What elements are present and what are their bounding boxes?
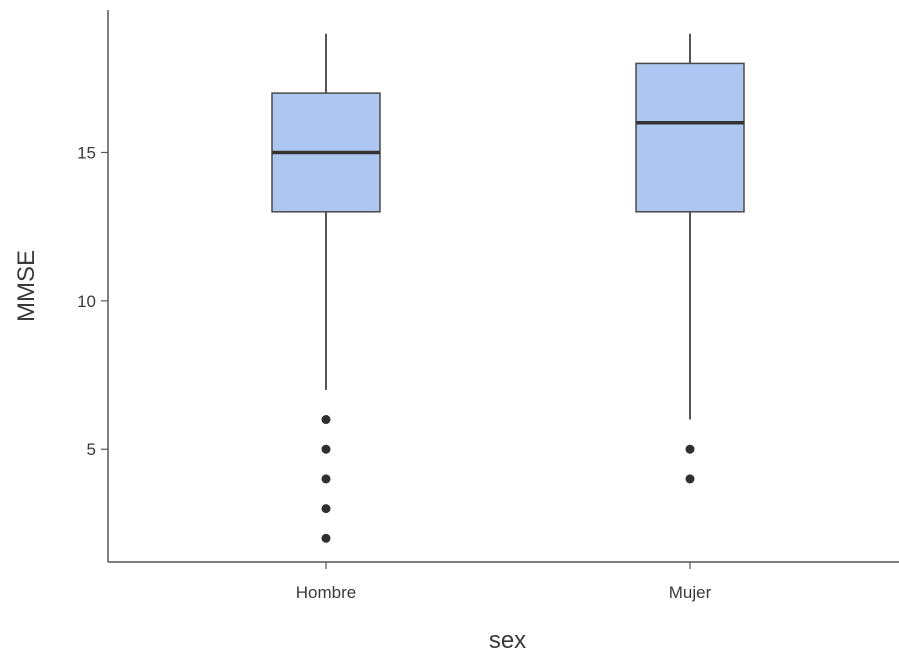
box-hombre: [271, 33, 381, 543]
x-tick-label: Mujer: [669, 583, 712, 602]
y-tick-label: 15: [77, 143, 96, 162]
x-axis-ticks: Hombre Mujer: [296, 562, 712, 602]
x-tick-label: Hombre: [296, 583, 356, 602]
outlier-point: [685, 444, 695, 454]
outlier-point: [321, 444, 331, 454]
y-axis-ticks: 5 10 15: [77, 143, 108, 459]
outlier-point: [685, 474, 695, 484]
outlier-point: [321, 504, 331, 514]
box-iqr: [635, 62, 745, 213]
outlier-point: [321, 533, 331, 543]
y-tick-label: 10: [77, 292, 96, 311]
y-axis-title: MMSE: [13, 250, 40, 322]
x-axis-title: sex: [489, 627, 526, 654]
outlier-point: [321, 415, 331, 425]
y-tick-label: 5: [87, 440, 96, 459]
plot-area: [271, 33, 745, 543]
box-mujer: [635, 33, 745, 484]
outlier-point: [321, 474, 331, 484]
